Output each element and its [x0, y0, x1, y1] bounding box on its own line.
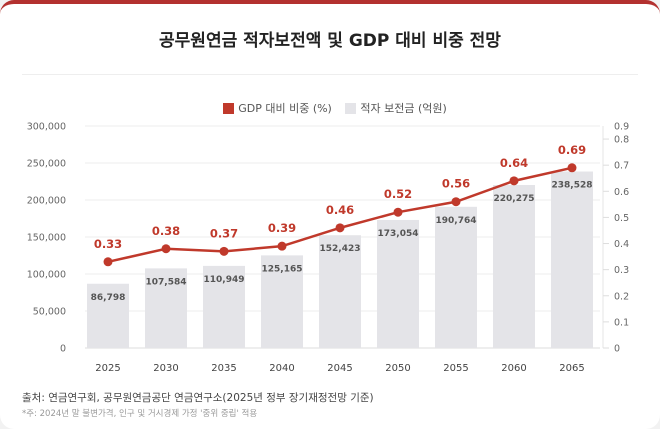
gdp-value-label: 0.46	[326, 203, 354, 217]
gdp-value-label: 0.56	[442, 177, 470, 191]
bar-value-label: 173,054	[378, 229, 419, 239]
gdp-point	[393, 207, 403, 217]
bar-value-label: 238,528	[552, 180, 593, 190]
x-tick-label: 2025	[95, 363, 120, 374]
bar	[493, 184, 535, 348]
y2-tick-label: 0.9	[614, 122, 629, 133]
bar-value-label: 110,949	[204, 275, 245, 285]
gdp-value-label: 0.69	[558, 143, 586, 157]
gdp-point	[567, 163, 577, 173]
bar	[203, 265, 245, 348]
bar	[377, 219, 419, 348]
x-tick-label: 2045	[327, 363, 352, 374]
y-tick-label: 100,000	[27, 270, 66, 281]
bar-value-label: 107,584	[146, 277, 187, 287]
y-tick-label: 300,000	[27, 122, 66, 133]
bar-value-label: 152,423	[320, 244, 361, 254]
gdp-value-label: 0.64	[500, 156, 528, 170]
bar	[145, 268, 187, 348]
y2-tick-label: 0.2	[614, 291, 629, 302]
gdp-value-label: 0.39	[268, 221, 296, 235]
gdp-value-label: 0.38	[152, 224, 180, 238]
y2-tick-label: 0	[614, 344, 620, 355]
legend-label-deficit: 적자 보전금 (억원)	[360, 102, 447, 115]
gdp-point	[161, 244, 171, 254]
source-text: 출처: 연금연구회, 공무원연금공단 연금연구소(2025년 정부 장기재정전망…	[22, 392, 374, 404]
gdp-point	[219, 246, 229, 256]
x-tick-label: 2040	[269, 363, 294, 374]
chart-plot: 0 50,000 100,000 150,000 200,000 250,000 300,0…	[27, 122, 629, 375]
x-tick-label: 2055	[443, 363, 468, 374]
bar	[261, 255, 303, 348]
y-tick-label: 50,000	[33, 307, 66, 318]
legend: GDP 대비 비중 (%) 적자 보전금 (억원)	[0, 100, 660, 116]
x-tick-label: 2030	[153, 363, 178, 374]
y2-tick-label: 0.7	[614, 161, 629, 172]
y-tick-label: 0	[60, 344, 66, 355]
y2-tick-label: 0.6	[614, 187, 629, 198]
bar-value-label: 190,764	[436, 216, 477, 226]
note-text: *주: 2024년 말 불변가격, 인구 및 거시경제 가정 '중위 중립' 적…	[22, 409, 258, 419]
bar-value-label: 220,275	[494, 194, 535, 204]
divider	[22, 74, 638, 75]
legend-label-gdp: GDP 대비 비중 (%)	[238, 102, 332, 115]
gdp-point	[335, 223, 345, 233]
legend-swatch-gdp	[223, 102, 235, 114]
gdp-value-label: 0.33	[94, 237, 122, 251]
gdp-point	[509, 176, 519, 186]
x-tick-label: 2050	[385, 363, 410, 374]
bar	[435, 206, 477, 348]
y2-tick-label: 0.3	[614, 265, 629, 276]
y2-tick-label: 0.8	[614, 135, 629, 146]
legend-swatch-deficit	[345, 102, 357, 114]
x-tick-label: 2035	[211, 363, 236, 374]
gdp-value-label: 0.52	[384, 187, 412, 201]
bar	[551, 171, 593, 348]
x-tick-label: 2060	[501, 363, 526, 374]
bar-value-label: 86,798	[91, 293, 126, 303]
x-tick-label: 2065	[559, 363, 584, 374]
y-tick-label: 150,000	[27, 233, 66, 244]
gdp-value-label: 0.37	[210, 226, 238, 240]
gdp-point	[277, 241, 287, 251]
y-tick-label: 200,000	[27, 196, 66, 207]
y2-tick-label: 0.1	[614, 317, 629, 328]
gdp-point	[103, 257, 113, 267]
bar	[87, 283, 129, 348]
chart-title: 공무원연금 적자보전액 및 GDP 대비 비중 전망	[159, 31, 501, 51]
bar-value-label: 125,165	[262, 264, 303, 274]
gdp-point	[451, 197, 461, 207]
y2-tick-label: 0.4	[614, 239, 629, 250]
y-tick-label: 250,000	[27, 159, 66, 170]
bar	[319, 235, 361, 348]
y2-tick-label: 0.5	[614, 213, 629, 224]
